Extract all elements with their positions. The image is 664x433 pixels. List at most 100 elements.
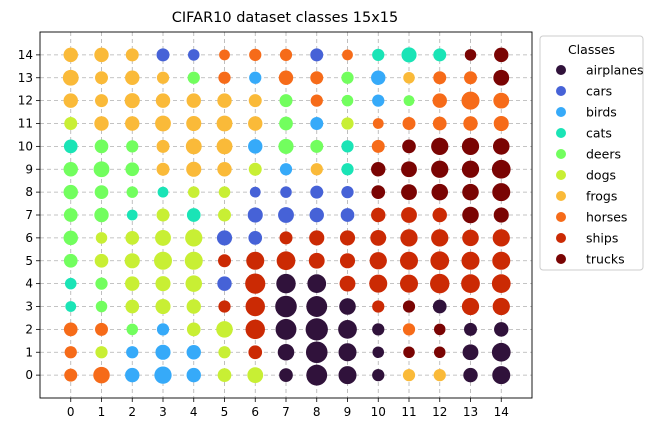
chart-title: CIFAR10 dataset classes 15x15 bbox=[172, 10, 398, 26]
data-point-birds bbox=[186, 367, 201, 383]
data-point-dogs bbox=[125, 276, 140, 291]
data-point-horses bbox=[402, 323, 416, 336]
x-tick-label: 10 bbox=[371, 405, 386, 419]
legend-marker-horses bbox=[556, 212, 566, 222]
data-point-deers bbox=[403, 95, 415, 107]
data-point-airplanes bbox=[307, 274, 327, 293]
data-point-dogs bbox=[155, 298, 171, 315]
data-point-deers bbox=[341, 94, 354, 107]
y-tick-label: 10 bbox=[18, 139, 33, 153]
data-point-horses bbox=[278, 70, 294, 85]
data-point-ships bbox=[372, 300, 385, 313]
data-point-airplanes bbox=[279, 368, 293, 382]
data-point-cars bbox=[247, 207, 263, 223]
data-point-dogs bbox=[341, 117, 354, 130]
data-point-airplanes bbox=[275, 295, 297, 318]
data-point-airplanes bbox=[305, 341, 328, 364]
data-point-horses bbox=[218, 71, 231, 84]
data-point-airplanes bbox=[277, 343, 295, 361]
data-point-cars bbox=[216, 230, 233, 246]
data-point-horses bbox=[432, 116, 447, 131]
data-point-ships bbox=[371, 207, 386, 223]
data-point-trucks bbox=[461, 137, 480, 156]
data-point-airplanes bbox=[338, 366, 357, 385]
y-tick-label: 6 bbox=[25, 231, 33, 245]
data-point-dogs bbox=[187, 186, 200, 198]
x-tick-label: 4 bbox=[190, 405, 198, 419]
data-point-dogs bbox=[64, 117, 78, 130]
data-point-cars bbox=[278, 207, 294, 223]
data-point-airplanes bbox=[306, 296, 328, 317]
data-point-ships bbox=[245, 319, 265, 340]
legend-marker-trucks bbox=[556, 254, 566, 264]
data-point-deers bbox=[125, 162, 140, 177]
data-point-cats bbox=[372, 48, 385, 61]
data-point-frogs bbox=[95, 71, 108, 85]
data-point-dogs bbox=[186, 299, 201, 314]
data-point-deers bbox=[278, 138, 294, 154]
legend-label-horses: horses bbox=[586, 210, 627, 225]
data-point-cars bbox=[248, 231, 263, 245]
data-point-trucks bbox=[462, 183, 479, 201]
data-point-airplanes bbox=[305, 318, 328, 341]
y-tick-label: 1 bbox=[25, 345, 33, 359]
x-tick-label: 0 bbox=[67, 405, 75, 419]
legend-label-trucks: trucks bbox=[586, 252, 625, 267]
data-point-frogs bbox=[155, 115, 171, 132]
legend-marker-cats bbox=[556, 128, 566, 138]
data-point-cars bbox=[341, 186, 354, 199]
data-point-frogs bbox=[124, 93, 140, 109]
data-point-deers bbox=[341, 71, 354, 84]
data-point-deers bbox=[63, 230, 78, 246]
data-point-horses bbox=[463, 116, 478, 131]
data-point-cats bbox=[186, 208, 201, 222]
data-point-ships bbox=[431, 229, 449, 247]
data-point-horses bbox=[95, 322, 108, 336]
data-point-horses bbox=[342, 49, 353, 61]
data-point-dogs bbox=[185, 229, 203, 247]
data-point-airplanes bbox=[464, 322, 477, 336]
data-point-dogs bbox=[218, 208, 231, 222]
data-point-dogs bbox=[95, 232, 108, 244]
data-point-dogs bbox=[155, 229, 171, 246]
data-point-deers bbox=[279, 116, 293, 131]
data-point-horses bbox=[464, 71, 477, 85]
data-point-frogs bbox=[63, 93, 78, 108]
data-point-airplanes bbox=[372, 323, 385, 336]
data-point-cars bbox=[309, 207, 324, 223]
data-point-trucks bbox=[403, 346, 415, 359]
data-point-trucks bbox=[464, 49, 477, 61]
y-tick-label: 11 bbox=[18, 117, 33, 131]
data-point-cats bbox=[433, 48, 447, 62]
data-point-birds bbox=[248, 139, 263, 154]
legend-label-deers: deers bbox=[586, 147, 621, 162]
data-point-deers bbox=[63, 184, 78, 200]
x-tick-label: 1 bbox=[98, 405, 106, 419]
y-tick-label: 12 bbox=[18, 94, 33, 108]
data-point-frogs bbox=[310, 163, 323, 176]
data-point-deers bbox=[279, 94, 293, 108]
legend-label-ships: ships bbox=[586, 231, 618, 246]
x-tick-label: 9 bbox=[344, 405, 352, 419]
data-point-ships bbox=[218, 254, 231, 268]
data-point-ships bbox=[492, 297, 510, 316]
data-point-frogs bbox=[433, 369, 446, 382]
legend-marker-deers bbox=[556, 149, 566, 159]
x-tick-label: 6 bbox=[251, 405, 259, 419]
data-point-cats bbox=[63, 139, 78, 154]
data-point-deers bbox=[94, 185, 109, 199]
data-point-cars bbox=[340, 208, 355, 222]
data-point-deers bbox=[126, 140, 139, 153]
data-point-ships bbox=[400, 251, 418, 270]
data-point-horses bbox=[93, 366, 110, 384]
data-point-airplanes bbox=[463, 367, 478, 383]
data-point-dogs bbox=[125, 299, 140, 314]
data-point-trucks bbox=[433, 346, 446, 359]
data-point-deers bbox=[63, 208, 78, 222]
data-point-cars bbox=[217, 276, 232, 291]
x-tick-label: 11 bbox=[401, 405, 416, 419]
data-point-birds bbox=[125, 367, 140, 383]
data-point-frogs bbox=[217, 162, 232, 177]
data-point-horses bbox=[279, 48, 293, 61]
data-point-frogs bbox=[186, 115, 202, 132]
